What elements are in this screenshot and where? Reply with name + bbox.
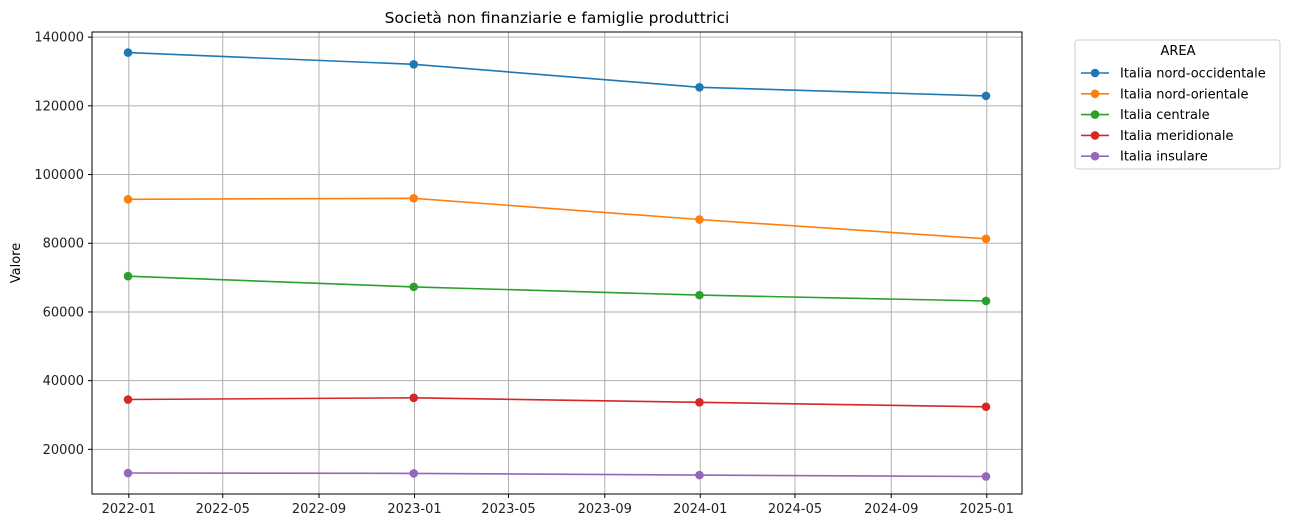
data-point: [695, 83, 704, 92]
y-tick-label: 140000: [34, 31, 84, 46]
legend-title: AREA: [1160, 44, 1195, 59]
x-tick-label: 2025-01: [960, 502, 1014, 517]
legend-marker: [1090, 131, 1100, 140]
series-line: [127, 51, 987, 97]
chart-title: Società non finanziarie e famiglie produ…: [385, 9, 730, 27]
x-tick-label: 2023-01: [387, 502, 441, 517]
series-4: [123, 393, 991, 412]
data-point: [409, 193, 419, 203]
series-5: [123, 468, 991, 481]
data-point: [123, 271, 133, 281]
legend-item: Italia insulare: [1081, 150, 1208, 165]
x-tick-label: 2022-01: [102, 502, 156, 517]
data-point: [981, 472, 991, 481]
y-tick-label: 60000: [43, 305, 84, 320]
data-point: [123, 48, 133, 57]
legend-marker: [1090, 151, 1100, 161]
data-point: [695, 470, 704, 480]
legend-marker: [1090, 68, 1100, 78]
series-line: [127, 472, 987, 478]
series-line: [127, 275, 987, 302]
x-tick-label: 2024-01: [673, 502, 727, 517]
legend-marker: [1090, 89, 1100, 99]
x-tick-label: 2024-05: [768, 502, 822, 517]
data-point: [981, 402, 991, 412]
legend: AREA Italia nord-occidentale Italia nord-…: [1074, 39, 1281, 170]
data-point: [981, 296, 991, 306]
grid: [92, 32, 1022, 494]
legend-marker: [1090, 110, 1100, 119]
data-point: [123, 468, 133, 478]
data-point: [123, 194, 133, 204]
series-line: [127, 197, 987, 240]
data-point: [123, 395, 133, 404]
data-point: [695, 397, 704, 407]
legend-label: Italia nord-occidentale: [1120, 67, 1266, 82]
series-1: [123, 48, 991, 101]
y-tick-label: 100000: [34, 168, 84, 183]
data-point: [409, 393, 419, 403]
legend-item: Italia centrale: [1081, 108, 1210, 123]
x-tick-label: 2022-09: [292, 502, 346, 517]
legend-item: Italia meridionale: [1081, 129, 1233, 144]
y-tick-label: 40000: [43, 374, 84, 389]
data-point: [409, 282, 419, 292]
legend-label: Italia meridionale: [1120, 129, 1233, 144]
y-axis-label: Valore: [9, 243, 24, 283]
legend-item: Italia nord-occidentale: [1081, 67, 1266, 82]
legend-item: Italia nord-orientale: [1081, 87, 1249, 102]
legend-label: Italia nord-orientale: [1120, 87, 1249, 102]
legend-label: Italia insulare: [1120, 150, 1208, 165]
data-point: [695, 290, 704, 300]
x-tick-label: 2023-09: [578, 502, 632, 517]
data-point: [409, 469, 419, 478]
series-3: [123, 271, 991, 306]
x-tick-label: 2022-05: [196, 502, 250, 517]
series-line: [127, 396, 987, 408]
data-point: [981, 91, 991, 101]
series-2: [123, 193, 991, 244]
data-point: [981, 234, 991, 244]
y-tick-label: 20000: [43, 443, 84, 458]
legend-label: Italia centrale: [1120, 108, 1210, 123]
y-tick-label: 120000: [34, 99, 84, 114]
x-tick-label: 2024-09: [864, 502, 918, 517]
data-point: [695, 215, 704, 224]
x-tick-label: 2023-05: [481, 502, 535, 517]
plot-frame: [91, 31, 1023, 495]
series-lines: [123, 48, 991, 481]
data-point: [409, 59, 419, 69]
axis-ticks: 2022-01 2022-05 2022-09 2023-01 2023-05 2023-…: [34, 31, 1014, 517]
y-tick-label: 80000: [43, 237, 84, 252]
legend-box: [1074, 39, 1281, 170]
